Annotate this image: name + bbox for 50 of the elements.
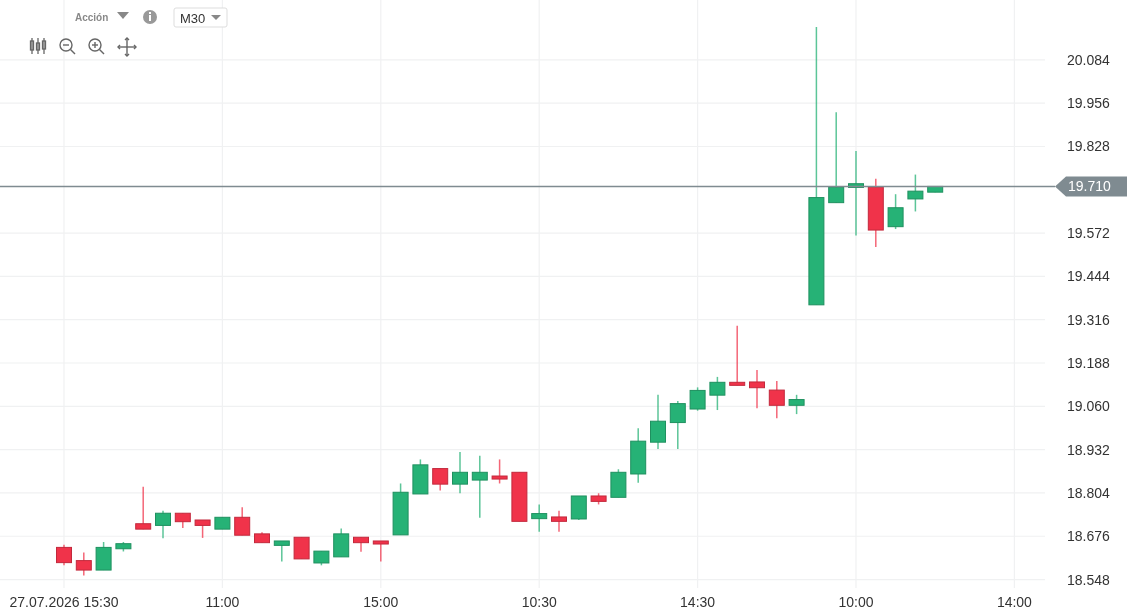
y-tick-label: 19.572 [1067, 225, 1111, 242]
candlestick [729, 325, 746, 387]
candlestick [56, 543, 72, 567]
candlestick [551, 510, 567, 533]
candlestick [689, 386, 706, 412]
candlestick [234, 506, 251, 536]
x-tick-label: 10:00 [838, 594, 874, 610]
annotation: M30 [180, 10, 206, 26]
y-tick-label: 18.676 [1067, 528, 1111, 545]
ref-line-label: 19.710 [1068, 178, 1112, 195]
candlestick [570, 495, 587, 521]
y-tick-label: 19.956 [1067, 95, 1111, 112]
candlestick [273, 540, 290, 563]
y-tick-label: 20.084 [1067, 51, 1111, 68]
candlestick [709, 376, 726, 411]
y-tick-label: 19.188 [1067, 355, 1111, 372]
candlestick [531, 503, 548, 533]
candlestick [669, 400, 686, 450]
y-tick-label: 19.316 [1067, 311, 1111, 328]
candlestick [749, 369, 765, 410]
candlestick [491, 458, 508, 485]
annotation: Acción [75, 11, 109, 23]
candlestick [650, 394, 666, 450]
candlestick [155, 510, 171, 540]
candlestick [372, 540, 389, 563]
candlestick [293, 536, 310, 560]
x-tick-label: 27.07.2026 15:30 [9, 594, 119, 610]
candlestick [828, 111, 845, 204]
candlestick [768, 380, 785, 419]
x-tick-label: 14:30 [680, 594, 716, 610]
x-tick-label: 11:00 [205, 594, 240, 610]
y-tick-label: 19.060 [1067, 398, 1111, 415]
candlestick [887, 193, 904, 230]
candlestick [788, 394, 805, 415]
x-tick-label: 14:00 [996, 594, 1033, 610]
x-tick-label: 10:30 [521, 594, 557, 610]
candlestick [471, 454, 488, 519]
candlestick [907, 173, 924, 213]
candlestick [75, 551, 92, 577]
y-tick-label: 18.804 [1067, 484, 1111, 501]
y-tick-label: 19.444 [1067, 268, 1111, 285]
x-tick-label: 15:00 [363, 594, 399, 610]
y-tick-label: 19.828 [1067, 138, 1111, 155]
y-tick-label: 18.548 [1067, 571, 1111, 588]
y-tick-label: 18.932 [1067, 441, 1111, 458]
candlestick [135, 486, 152, 530]
candlestick [95, 541, 112, 571]
candlestick [432, 467, 449, 492]
candlestick [333, 527, 350, 558]
candlestick [452, 451, 468, 495]
